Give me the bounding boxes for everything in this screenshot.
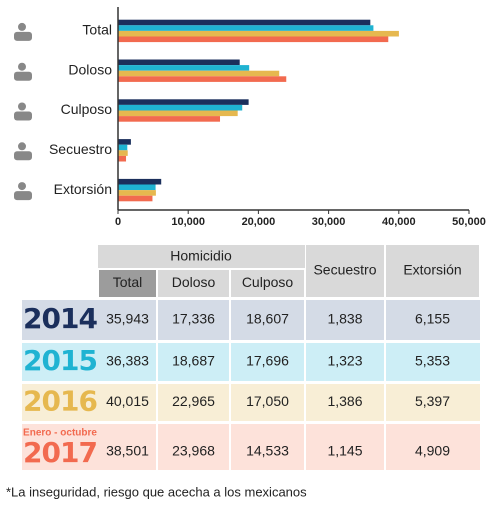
table-cell: 38,501 <box>106 443 149 459</box>
bar <box>118 190 156 196</box>
header-cell <box>306 245 384 297</box>
table-cell: 36,383 <box>106 353 149 369</box>
x-tick-label: 0 <box>115 216 121 228</box>
bar <box>118 19 371 26</box>
table-cell: 17,050 <box>246 393 289 409</box>
category-icon <box>14 31 32 41</box>
x-tick-label: 20,000 <box>242 216 276 228</box>
category-icon <box>18 182 26 191</box>
table-cell: 35,943 <box>106 311 149 327</box>
category-icon <box>14 71 32 81</box>
bar <box>118 99 249 105</box>
bar <box>118 25 374 31</box>
category-icon <box>14 151 32 161</box>
table-cell: 1,323 <box>327 353 362 369</box>
table-cell: 18,607 <box>246 311 289 327</box>
column-header: Secuestro <box>313 262 376 278</box>
category-icon <box>18 22 26 31</box>
header-cell <box>386 245 479 297</box>
table-cell: 17,336 <box>172 311 215 327</box>
category-label: Secuestro <box>49 141 112 157</box>
table-cell: 4,909 <box>415 443 450 459</box>
bar <box>118 150 128 156</box>
header-cell <box>99 270 156 297</box>
table-cell: 17,696 <box>246 353 289 369</box>
row-label: 2014 <box>23 302 97 335</box>
category-label: Total <box>82 22 112 38</box>
row-background <box>22 384 480 421</box>
bar <box>118 195 153 202</box>
column-header: Extorsión <box>403 262 461 278</box>
bar <box>118 155 127 162</box>
bar <box>118 144 128 151</box>
bar <box>118 104 243 111</box>
table-cell: 22,965 <box>172 393 215 409</box>
row-sublabel: Enero - octubre <box>23 428 97 439</box>
group-header: Homicidio <box>170 248 232 264</box>
table-cell: 40,015 <box>106 393 149 409</box>
column-header: Total <box>113 274 143 290</box>
table-cell: 1,386 <box>327 393 362 409</box>
bar <box>118 184 156 191</box>
x-tick-label: 50,000 <box>452 216 486 228</box>
row-label: 2017 <box>23 436 97 469</box>
row-background <box>22 424 480 470</box>
category-label: Doloso <box>68 61 112 77</box>
bar <box>118 76 287 82</box>
bar <box>118 70 280 77</box>
category-icon <box>14 111 32 121</box>
bar <box>118 65 250 71</box>
category-label: Culposo <box>61 101 113 117</box>
header-cell <box>98 245 305 268</box>
header-cell <box>231 270 304 297</box>
table-cell: 1,838 <box>327 311 362 327</box>
bar <box>118 110 238 117</box>
category-icon <box>18 62 26 71</box>
header-cell <box>158 270 229 297</box>
table-cell: 14,533 <box>246 443 289 459</box>
x-tick-label: 30,000 <box>312 216 346 228</box>
row-label: 2016 <box>23 385 97 418</box>
bar <box>118 30 399 37</box>
footnote: *La inseguridad, riesgo que acecha a los… <box>6 484 307 499</box>
bar <box>118 59 240 66</box>
x-tick-label: 40,000 <box>382 216 416 228</box>
table-cell: 23,968 <box>172 443 215 459</box>
table-cell: 1,145 <box>327 443 362 459</box>
row-background <box>22 343 480 381</box>
bar <box>118 116 221 122</box>
table-cell: 18,687 <box>172 353 215 369</box>
table-cell: 6,155 <box>415 311 450 327</box>
category-icon <box>18 102 26 111</box>
bar <box>118 139 131 145</box>
bar <box>118 178 162 185</box>
column-header: Culposo <box>242 274 294 290</box>
x-tick-label: 10,000 <box>171 216 205 228</box>
column-header: Doloso <box>172 274 216 290</box>
category-label: Extorsión <box>54 181 112 197</box>
row-label: 2015 <box>23 344 97 377</box>
bar <box>118 36 389 43</box>
category-icon <box>14 191 32 201</box>
table-cell: 5,353 <box>415 353 450 369</box>
table-cell: 5,397 <box>415 393 450 409</box>
row-background <box>22 300 480 340</box>
category-icon <box>18 142 26 151</box>
